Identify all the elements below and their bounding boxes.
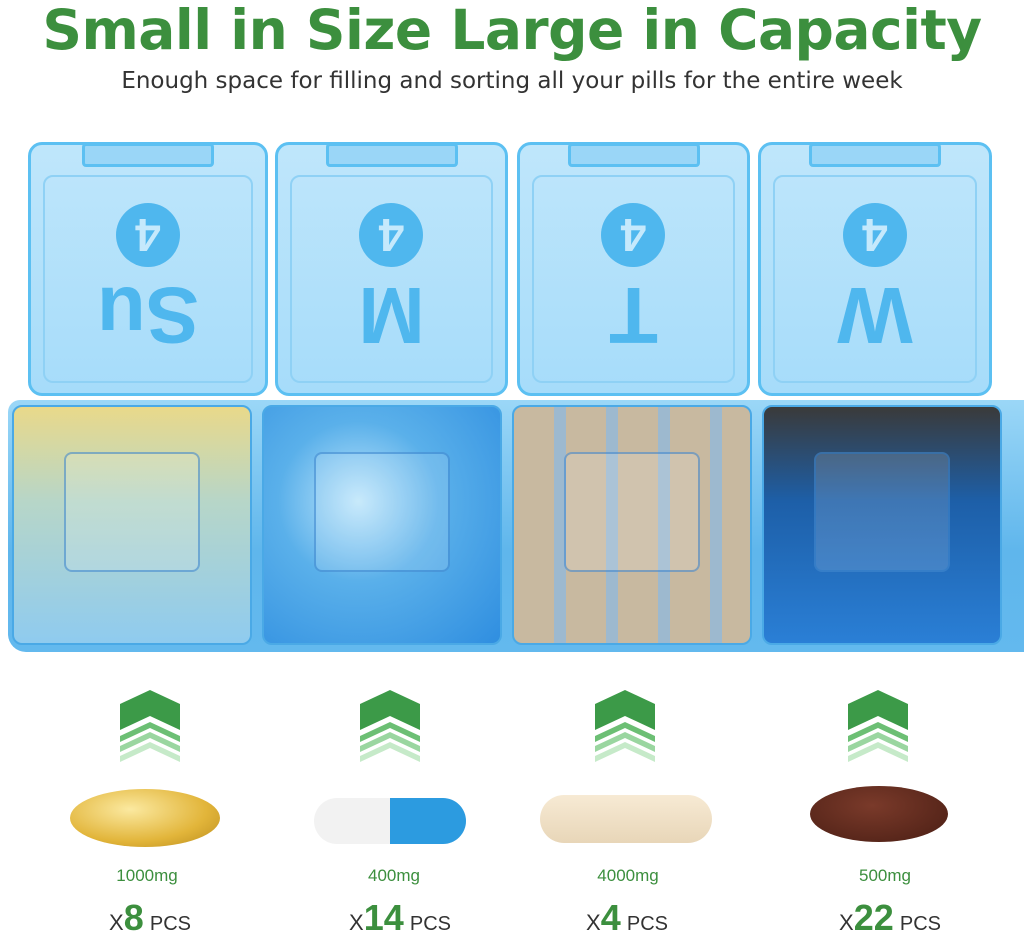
lid-number: 4 [843,203,907,267]
compartment-round-tablets [762,405,1002,645]
chevron-up-icon [120,690,180,762]
round-tablet-pill [810,786,948,842]
count-label: X14 PCS [349,897,451,938]
lid-sunday: Su 4 [28,142,268,396]
compartment-softgels [12,405,252,645]
compartment-tablets [512,405,752,645]
tablet-pill [540,795,712,843]
lid-number: 4 [116,203,180,267]
lid-number: 4 [359,203,424,267]
capsule-pill [314,798,466,844]
subheadline: Enough space for filling and sorting all… [121,68,903,94]
dose-label: 500mg [859,866,911,885]
dose-label: 4000mg [597,866,659,885]
compartment-capsules [262,405,502,645]
lid-day: M [358,271,425,360]
count-label: X8 PCS [109,897,191,938]
lid-number: 4 [601,203,666,267]
softgel-pill [70,789,220,847]
count-label: X4 PCS [586,897,668,938]
count-label: X22 PCS [839,897,941,938]
lid-day: W [837,271,913,360]
dose-label: 1000mg [116,866,178,885]
lid-day: Su [96,271,200,360]
chevron-up-icon [360,690,420,762]
chevron-up-icon [848,690,908,762]
chevron-up-icon [595,690,655,762]
lid-day: T [609,271,658,360]
dose-label: 400mg [368,866,420,885]
headline: Small in Size Large in Capacity [42,0,982,62]
